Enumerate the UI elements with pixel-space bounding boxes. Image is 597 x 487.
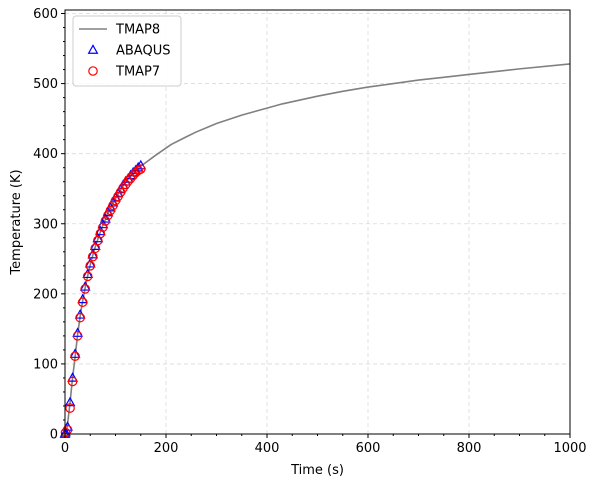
x-tick-label: 1000	[553, 441, 586, 456]
tmap7-point	[72, 331, 83, 341]
y-tick-label: 300	[33, 217, 58, 232]
tmap7-point	[135, 164, 146, 174]
abaqus-point	[82, 268, 94, 279]
legend-swatch-circle	[88, 66, 98, 76]
y-tick-label: 400	[33, 147, 58, 162]
tmap7-point	[105, 205, 116, 216]
y-tick-label: 0	[50, 428, 58, 443]
abaqus-point	[100, 213, 111, 223]
data-layer	[59, 63, 571, 438]
tmap7-point	[85, 261, 96, 271]
x-tick-label: 200	[154, 441, 179, 456]
abaqus-point	[64, 396, 76, 407]
series-line-tmap8	[64, 63, 571, 435]
tmap7-point	[108, 200, 118, 211]
x-tick-label: 800	[457, 441, 482, 456]
tmap7-point	[95, 228, 106, 239]
tmap7-point	[67, 376, 78, 387]
abaqus-point	[94, 225, 106, 236]
x-tick-label: 600	[356, 441, 381, 456]
ticks-layer: 0 200 400 600 800 1000 0 100 200 300 400 500 600	[33, 7, 586, 456]
tmap7-point	[125, 173, 136, 183]
legend-label: TMAP8	[115, 23, 160, 38]
legend-box	[72, 15, 182, 87]
tmap7-point	[65, 403, 75, 413]
tmap7-point	[128, 170, 138, 181]
tmap7-point	[75, 312, 85, 323]
abaqus-point	[87, 248, 99, 259]
abaqus-point	[84, 257, 96, 268]
x-tick-label: 0	[61, 441, 69, 456]
legend: TMAP8 ABAQUS TMAP7	[72, 15, 182, 87]
tmap7-point	[100, 216, 111, 226]
tmap7-point	[80, 284, 90, 294]
y-tick-label: 500	[33, 77, 58, 92]
y-tick-label: 200	[33, 287, 58, 302]
y-tick-label: 100	[33, 357, 58, 372]
y-axis-label: Temperature (K)	[9, 169, 24, 275]
tmap7-point	[93, 235, 103, 246]
abaqus-point	[69, 348, 81, 358]
tmap7-point	[60, 427, 71, 438]
tmap7-point	[77, 297, 88, 308]
legend-label: ABAQUS	[116, 44, 170, 59]
tmap7-point	[87, 251, 98, 262]
tmap7-point	[103, 210, 113, 221]
abaqus-point	[79, 280, 91, 291]
x-tick-label: 400	[255, 441, 280, 456]
tmap7-point	[123, 176, 133, 186]
tmap7-point	[82, 271, 93, 282]
tmap7-point	[98, 222, 108, 233]
tmap7-point	[133, 165, 144, 176]
x-axis-label: Time (s)	[290, 463, 344, 478]
tmap7-point	[70, 351, 80, 362]
legend-label: TMAP7	[115, 65, 160, 80]
y-tick-label: 600	[33, 7, 58, 22]
tmap7-point	[130, 167, 141, 178]
legend-swatch-triangle	[87, 44, 99, 54]
abaqus-point	[89, 240, 101, 250]
